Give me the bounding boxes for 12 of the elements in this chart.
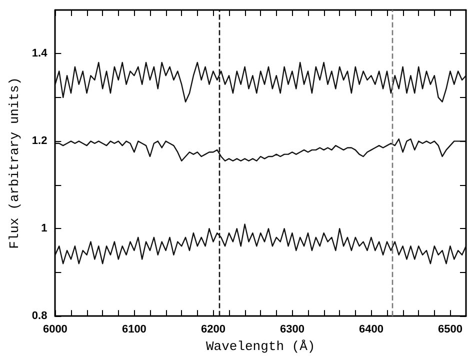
y-tick-label: 1.2: [32, 135, 48, 148]
x-tick-label: 6200: [200, 324, 226, 336]
x-tick-label: 6100: [122, 324, 146, 336]
x-tick-label: 6400: [358, 324, 384, 336]
y-tick-label: 0.8: [32, 310, 48, 322]
x-tick-label: 6500: [438, 324, 462, 336]
x-tick-label: 6000: [42, 324, 68, 336]
x-tick-label: 6300: [280, 324, 304, 336]
x-axis-title: Wavelength (Å): [206, 339, 316, 354]
y-axis-title: Flux (arbitrary units): [7, 77, 22, 249]
y-tick-label: 1.4: [32, 48, 48, 60]
y-tick-label: 1: [41, 222, 48, 235]
